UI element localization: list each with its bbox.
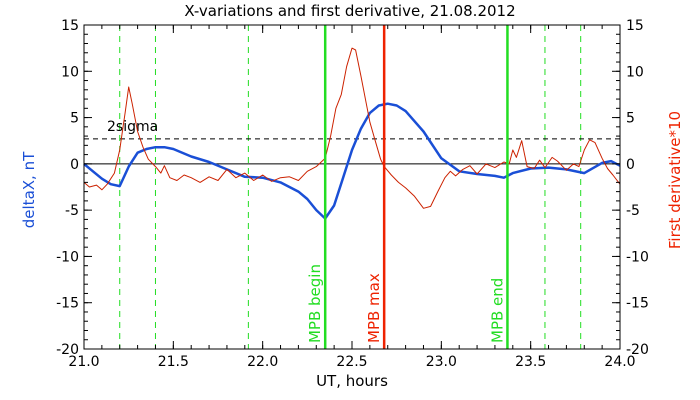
x-axis-label: UT, hours bbox=[316, 372, 388, 390]
y-tick-label-left-7: -20 bbox=[56, 342, 79, 358]
x-tick-label-2: 22.0 bbox=[247, 354, 278, 370]
x-tick-label-1: 21.5 bbox=[158, 354, 189, 370]
y-tick-label-left-1: 10 bbox=[61, 64, 79, 80]
y-tick-label-right-3: 0 bbox=[626, 157, 635, 173]
y-tick-label-left-5: -10 bbox=[56, 249, 79, 265]
series-line-deltaX bbox=[83, 102, 621, 220]
right-axis-label: First derivative*10 bbox=[666, 111, 684, 249]
y-tick-label-right-7: -20 bbox=[626, 342, 649, 358]
x-tick-label-6: 24.0 bbox=[604, 354, 635, 370]
y-tick-label-right-0: 15 bbox=[626, 18, 644, 34]
y-tick-label-right-6: -15 bbox=[626, 296, 649, 312]
x-tick-label-5: 23.5 bbox=[515, 354, 546, 370]
y-tick-label-right-5: -10 bbox=[626, 249, 649, 265]
x-tick-label-0: 21.0 bbox=[68, 354, 99, 370]
y-tick-label-right-4: -5 bbox=[626, 203, 640, 219]
chart-title: X-variations and first derivative, 21.08… bbox=[184, 2, 515, 20]
marker-label-1: MPB max bbox=[365, 273, 383, 343]
x-tick-label-3: 22.5 bbox=[336, 354, 367, 370]
y-tick-label-left-6: -15 bbox=[56, 296, 79, 312]
y-tick-label-left-3: 0 bbox=[70, 157, 79, 173]
marker-label-2: MPB end bbox=[488, 278, 506, 343]
reference-line-label-2sigma: 2sigma bbox=[107, 119, 158, 135]
plot-area: 2sigma MPB begin MPB max MPB end 21.0 21.5 22.… bbox=[56, 18, 649, 370]
y-tick-label-left-4: -5 bbox=[65, 203, 79, 219]
marker-label-0: MPB begin bbox=[306, 264, 324, 343]
series-line-derivative bbox=[83, 47, 621, 209]
y-tick-label-left-0: 15 bbox=[61, 18, 79, 34]
x-tick-label-4: 23.0 bbox=[426, 354, 457, 370]
plot-frame bbox=[83, 24, 621, 350]
y-tick-label-right-1: 10 bbox=[626, 64, 644, 80]
left-axis-label: deltaX, nT bbox=[20, 151, 38, 228]
y-tick-label-right-2: 5 bbox=[626, 111, 635, 127]
y-tick-label-left-2: 5 bbox=[70, 111, 79, 127]
